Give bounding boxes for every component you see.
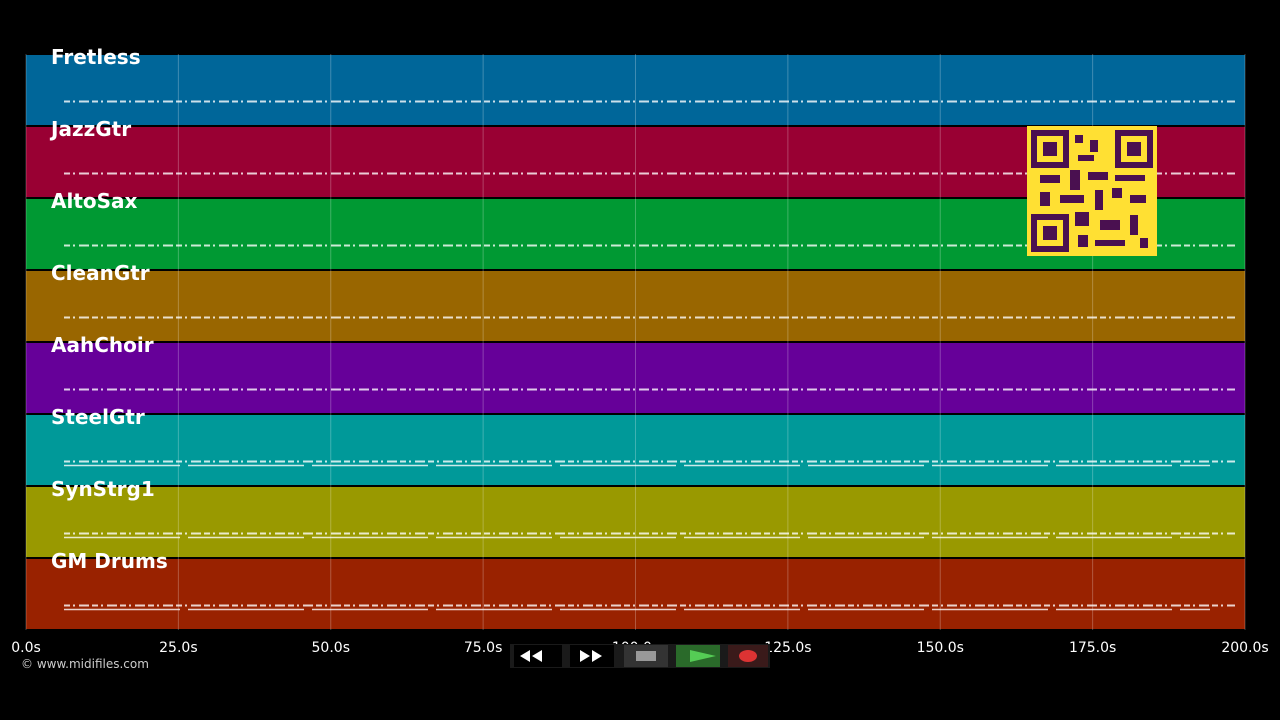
tick-label: 50.0s — [312, 640, 350, 656]
forward-icon — [580, 650, 602, 662]
transport-controls — [510, 644, 770, 668]
copyright: © www.midifiles.com — [21, 657, 149, 671]
qr-finder — [1031, 214, 1069, 252]
tick-label: 125.0s — [764, 640, 811, 656]
qr-code — [1027, 126, 1157, 256]
track-band — [26, 343, 1245, 413]
track-band — [26, 415, 1245, 485]
forward-button[interactable] — [570, 645, 614, 667]
tick-label: 0.0s — [11, 640, 41, 656]
rewind-icon — [520, 650, 542, 662]
track-name: GM Drums — [51, 549, 168, 573]
track-name: SteelGtr — [51, 405, 145, 429]
qr-finder — [1031, 130, 1069, 168]
qr-finder — [1043, 226, 1057, 240]
tracks — [26, 55, 1245, 629]
stop-button[interactable] — [624, 645, 668, 667]
track-name: AahChoir — [51, 333, 154, 357]
record-button[interactable] — [728, 645, 768, 667]
qr-finder — [1127, 142, 1141, 156]
play-button[interactable] — [676, 645, 720, 667]
track-band — [26, 55, 1245, 125]
grid — [25, 54, 1246, 630]
track-name: JazzGtr — [49, 117, 131, 141]
rewind-button[interactable] — [514, 645, 562, 667]
tick-label: 25.0s — [159, 640, 197, 656]
labels: Fretless JazzGtr AltoSax CleanGtr AahChoir St… — [11, 45, 1268, 656]
tick-label: 175.0s — [1069, 640, 1116, 656]
track-name: CleanGtr — [51, 261, 150, 285]
tick-label: 200.0s — [1221, 640, 1268, 656]
record-icon — [739, 650, 757, 662]
tick-label: 75.0s — [464, 640, 502, 656]
qr-modules — [1040, 135, 1148, 248]
track-name: AltoSax — [51, 189, 138, 213]
qr-finder — [1115, 130, 1153, 168]
qr-finder — [1043, 142, 1057, 156]
tick-label: 150.0s — [917, 640, 964, 656]
stop-icon — [636, 651, 656, 661]
track-name: SynStrg1 — [51, 477, 155, 501]
track-band — [26, 559, 1245, 629]
track-band — [26, 487, 1245, 557]
track-name: Fretless — [51, 45, 141, 69]
track-band — [26, 271, 1245, 341]
play-icon — [690, 650, 716, 662]
